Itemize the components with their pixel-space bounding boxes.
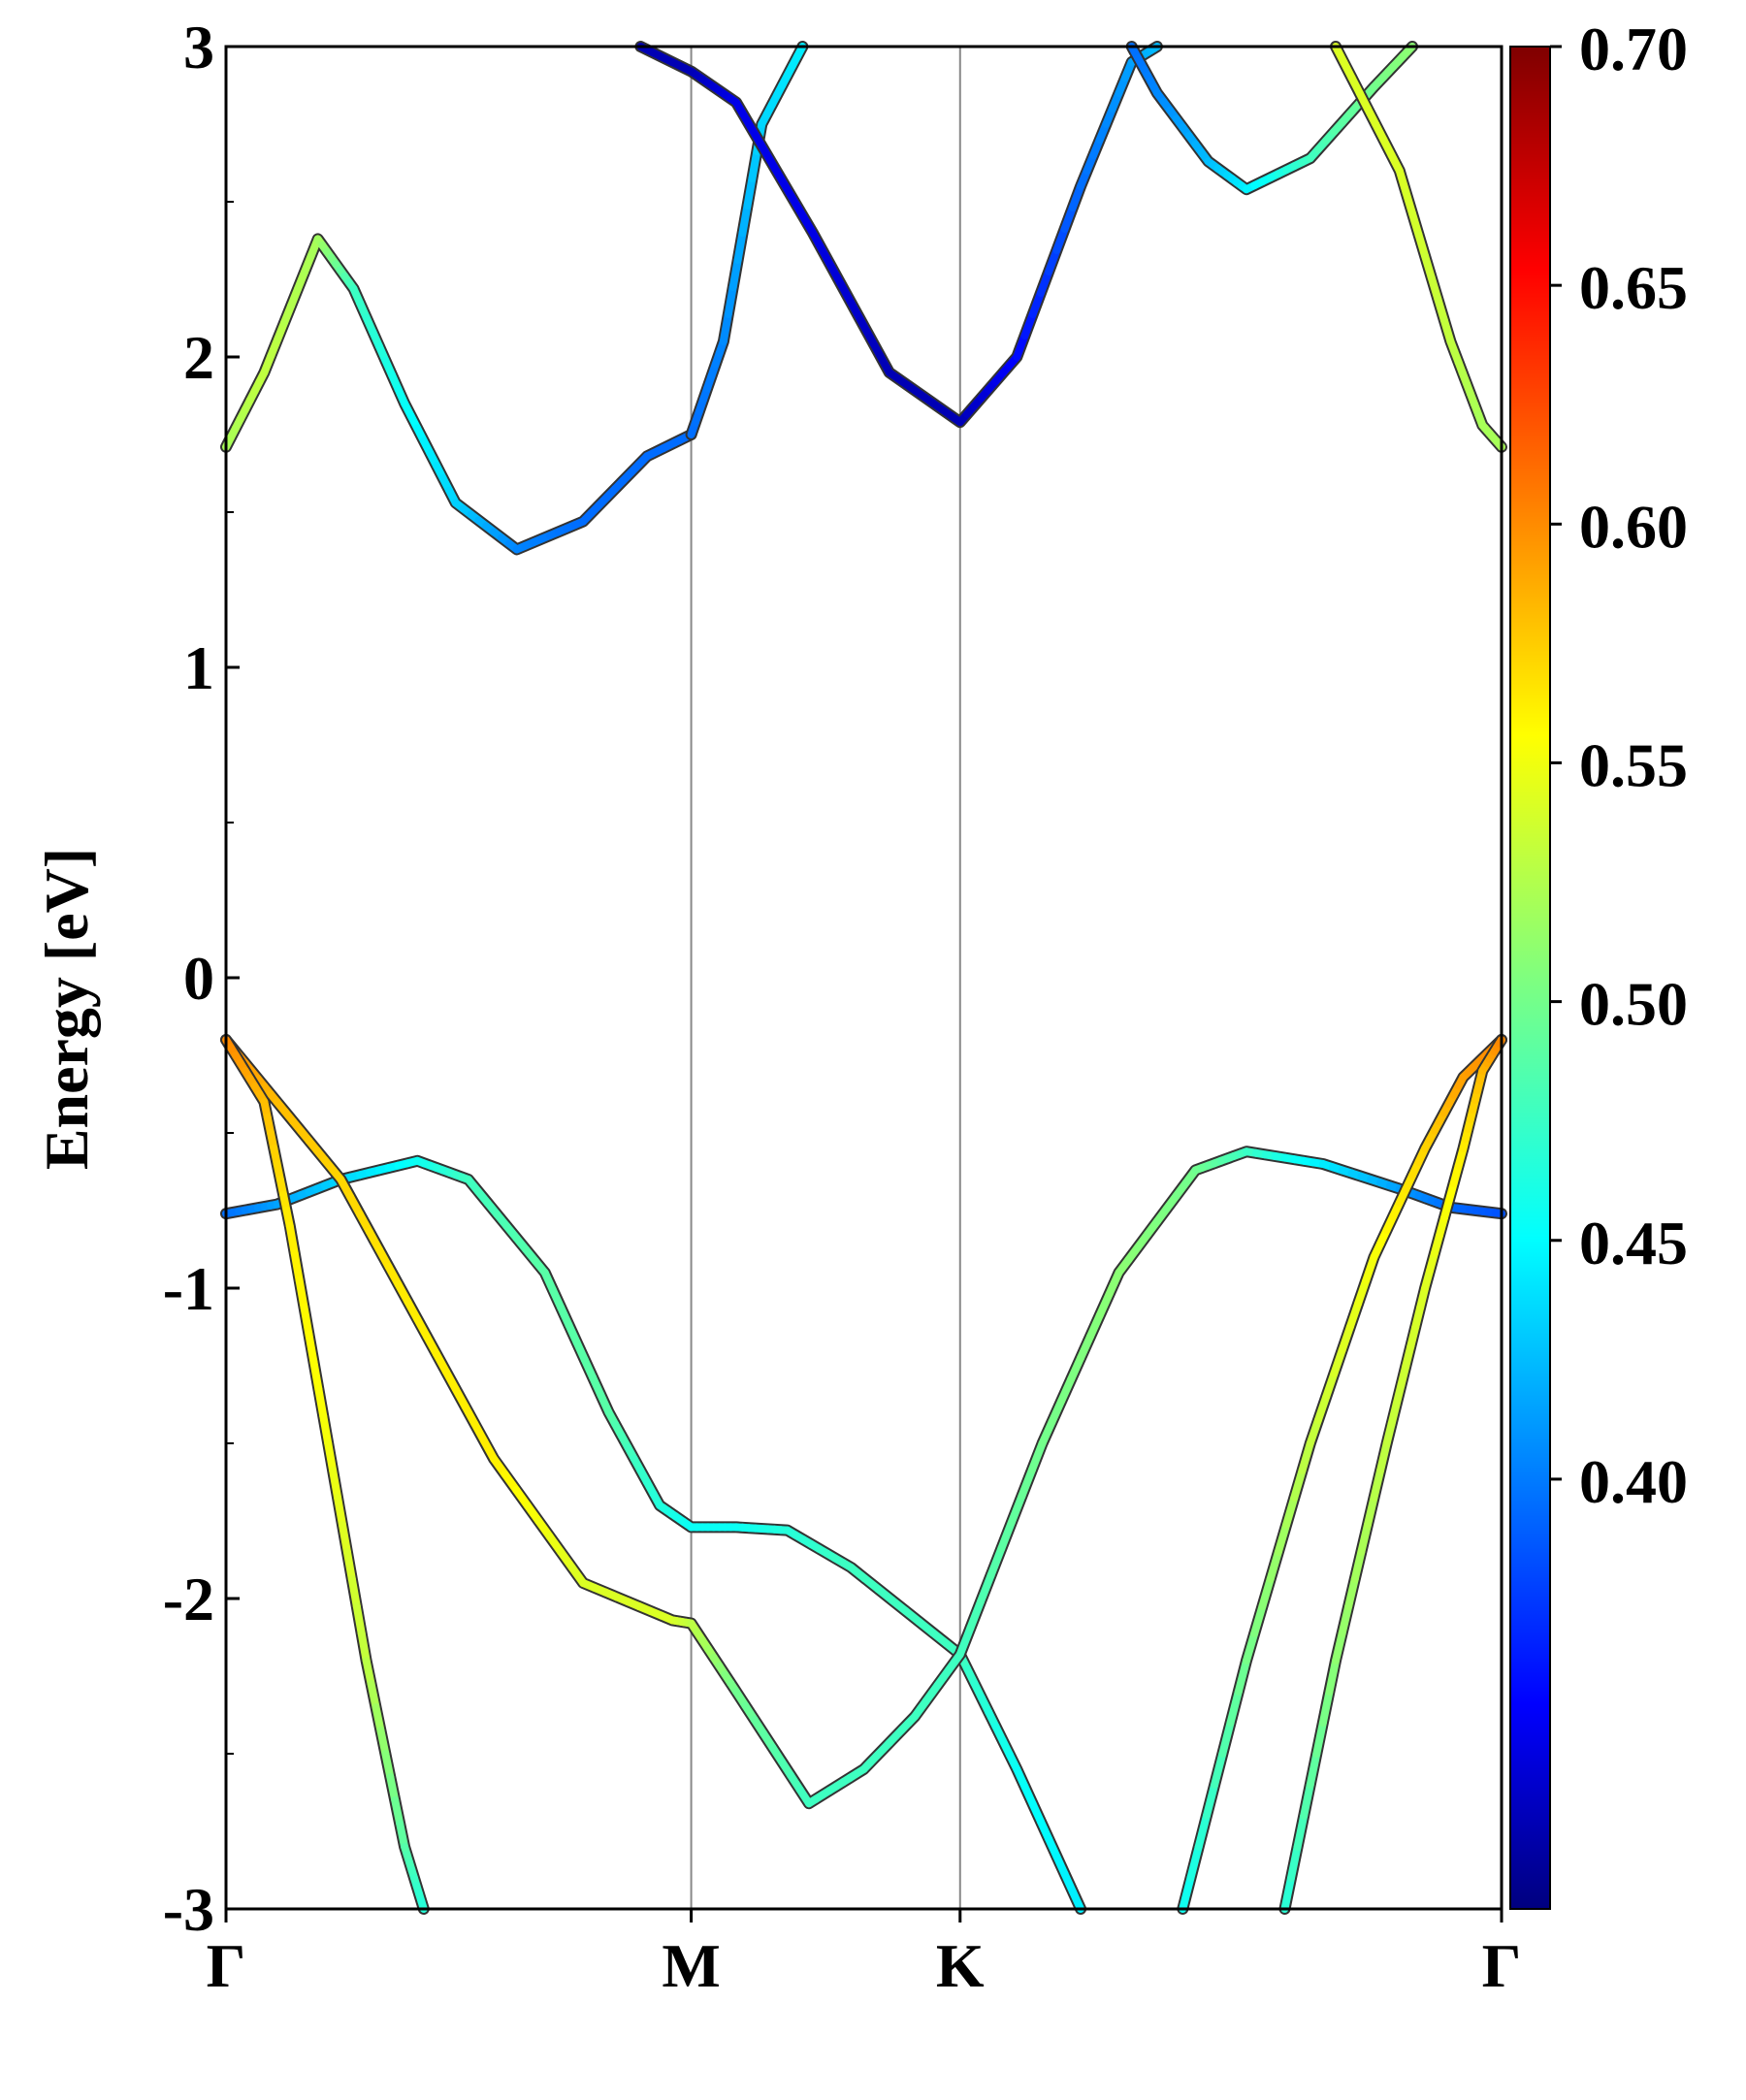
band-7-segment [328,1443,333,1470]
band-1-segment [752,151,757,178]
band-7-segment [362,1633,367,1661]
y-tick-label: -2 [163,1565,214,1633]
band-6-outline [226,1040,1502,1803]
band-7-segment [333,1470,338,1498]
band-7-segment [342,1525,347,1552]
band-7-segment [318,1389,323,1416]
band-6-segment [960,1628,971,1654]
colorbar-tick-label: 0.50 [1579,970,1688,1039]
band-7-segment [305,1308,309,1335]
band-7-segment [323,1416,328,1443]
x-tick-label: K [936,1931,985,2000]
band-7-segment [308,1335,313,1362]
y-tick-label: 0 [183,944,214,1013]
y-axis-label: Energy [eV] [32,848,101,1170]
band-7-segment [290,1226,295,1253]
band-1-segment [733,260,738,287]
band-6-segment [970,1601,981,1628]
band-1-segment [748,178,753,206]
colorbar-tick-label: 0.55 [1579,730,1688,799]
band-6-segment [1032,1443,1043,1470]
band-7-segment [300,1280,305,1308]
x-tick-label: Γ [207,1931,246,2000]
band-1-segment [738,233,743,260]
band-1-segment [743,206,748,233]
band-7-segment [313,1362,318,1389]
band-7-segment [352,1579,357,1606]
bands-layer [226,47,1502,1909]
band-7-segment [357,1606,362,1633]
y-tick-label: 2 [183,323,214,392]
band-9-outline [1285,1040,1503,1909]
colorbar-tick-label: 0.70 [1579,15,1688,83]
band-5-outline [226,1161,1081,1909]
band-6-segment [1021,1470,1032,1496]
colorbar-tick-label: 0.60 [1579,492,1688,561]
colorbar-tick-label: 0.40 [1579,1447,1688,1516]
band-7-segment [295,1253,300,1280]
colorbar-tick-label: 0.45 [1579,1209,1688,1277]
x-tick-label: Γ [1482,1931,1522,2000]
band-7-segment [338,1498,342,1525]
y-tick-label: 1 [183,633,214,702]
y-tick-label: -1 [163,1254,214,1323]
x-tick-label: M [662,1931,720,2000]
colorbar-tick-label: 0.65 [1579,253,1688,322]
colorbar-gradient [1510,47,1550,1909]
band-6-segment [1001,1523,1012,1549]
band-7-segment [347,1552,352,1579]
band-1-segment [728,287,733,314]
band-6-segment [991,1549,1002,1575]
band-6-segment [1012,1496,1022,1522]
band-6-segment [981,1575,991,1601]
band-1-segment [724,314,728,341]
colorbar: 0.70 0.65 0.60 0.55 0.50 0.45 0.40 [1510,15,1688,1909]
y-tick-label: 3 [183,13,214,81]
